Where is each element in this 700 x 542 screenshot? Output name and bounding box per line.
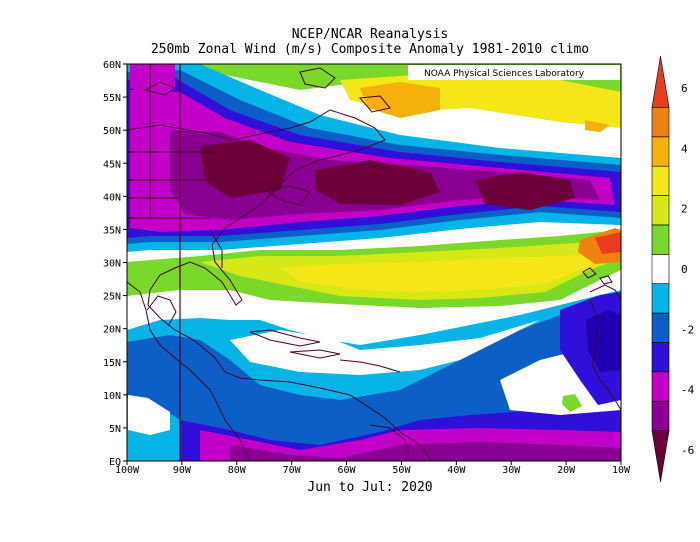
lon-tick-label: 100W: [115, 465, 140, 476]
lon-tick-label: 30W: [502, 465, 521, 476]
lat-tick-label: 40N: [103, 192, 121, 203]
colorbar-tick-label: -4: [681, 384, 695, 397]
chart-subtitle: 250mb Zonal Wind (m/s) Composite Anomaly…: [150, 42, 590, 57]
colorbar-segment: [651, 165, 670, 196]
lat-tick-label: 25N: [103, 292, 121, 303]
colorbar-segment: [651, 136, 670, 167]
credit-box: [408, 65, 620, 80]
colorbar-segment: [651, 55, 670, 108]
colorbar-labels: 6 4 2 0 -2 -4 -6: [681, 82, 695, 457]
lat-tick-label: 60N: [103, 60, 121, 71]
credit-label: NOAA Physical Sciences Laboratory: [424, 69, 585, 79]
colorbar: [651, 55, 670, 483]
lon-tick-label: 20W: [557, 465, 576, 476]
lon-tick-label: 70W: [283, 465, 302, 476]
colorbar-tick-label: -6: [681, 444, 694, 457]
lat-tick-label: 15N: [103, 358, 121, 369]
latitude-axis: EQ 5N 10N 15N 20N 25N 30N 35N 40N 45N 50N 55N 60N: [103, 60, 127, 468]
lat-tick-label: 10N: [103, 391, 121, 402]
boundary-lines: [127, 64, 220, 461]
colorbar-tick-label: 4: [681, 142, 688, 155]
colorbar-segment: [651, 312, 670, 343]
lat-tick-label: 20N: [103, 325, 121, 336]
lon-tick-label: 80W: [228, 465, 247, 476]
time-period-label: Jun to Jul: 2020: [307, 480, 433, 495]
colorbar-segment: [651, 400, 670, 431]
colorbar-tick-label: 0: [681, 263, 688, 276]
colorbar-segment: [651, 430, 670, 483]
chart-title: NCEP/NCAR Reanalysis: [291, 27, 449, 42]
lon-tick-label: 90W: [173, 465, 192, 476]
colorbar-segment: [651, 283, 670, 314]
colorbar-segment: [651, 224, 670, 255]
lat-tick-label: 50N: [103, 126, 121, 137]
lat-tick-label: 5N: [109, 424, 121, 435]
coastline-overlay: [127, 67, 621, 461]
lat-tick-label: EQ: [109, 457, 121, 468]
colorbar-segment: [651, 107, 670, 138]
lon-tick-label: 50W: [392, 465, 411, 476]
colorbar-tick-label: 2: [681, 203, 688, 216]
lat-tick-label: 30N: [103, 259, 121, 270]
longitude-axis: 100W 90W 80W 70W 60W 50W 40W 30W 20W 10W: [115, 461, 631, 476]
anomaly-field: [127, 64, 621, 461]
lon-tick-label: 60W: [338, 465, 357, 476]
colorbar-segment: [651, 342, 670, 373]
colorbar-tick-label: 6: [681, 82, 688, 95]
colorbar-tick-label: -2: [681, 323, 694, 336]
colorbar-segment: [651, 371, 670, 402]
lat-tick-label: 45N: [103, 159, 121, 170]
colorbar-segment: [651, 254, 670, 284]
colorbar-segment: [651, 195, 670, 226]
lat-tick-label: 55N: [103, 93, 121, 104]
lat-tick-label: 35N: [103, 225, 121, 236]
lon-tick-label: 40W: [447, 465, 466, 476]
lon-tick-label: 10W: [612, 465, 631, 476]
